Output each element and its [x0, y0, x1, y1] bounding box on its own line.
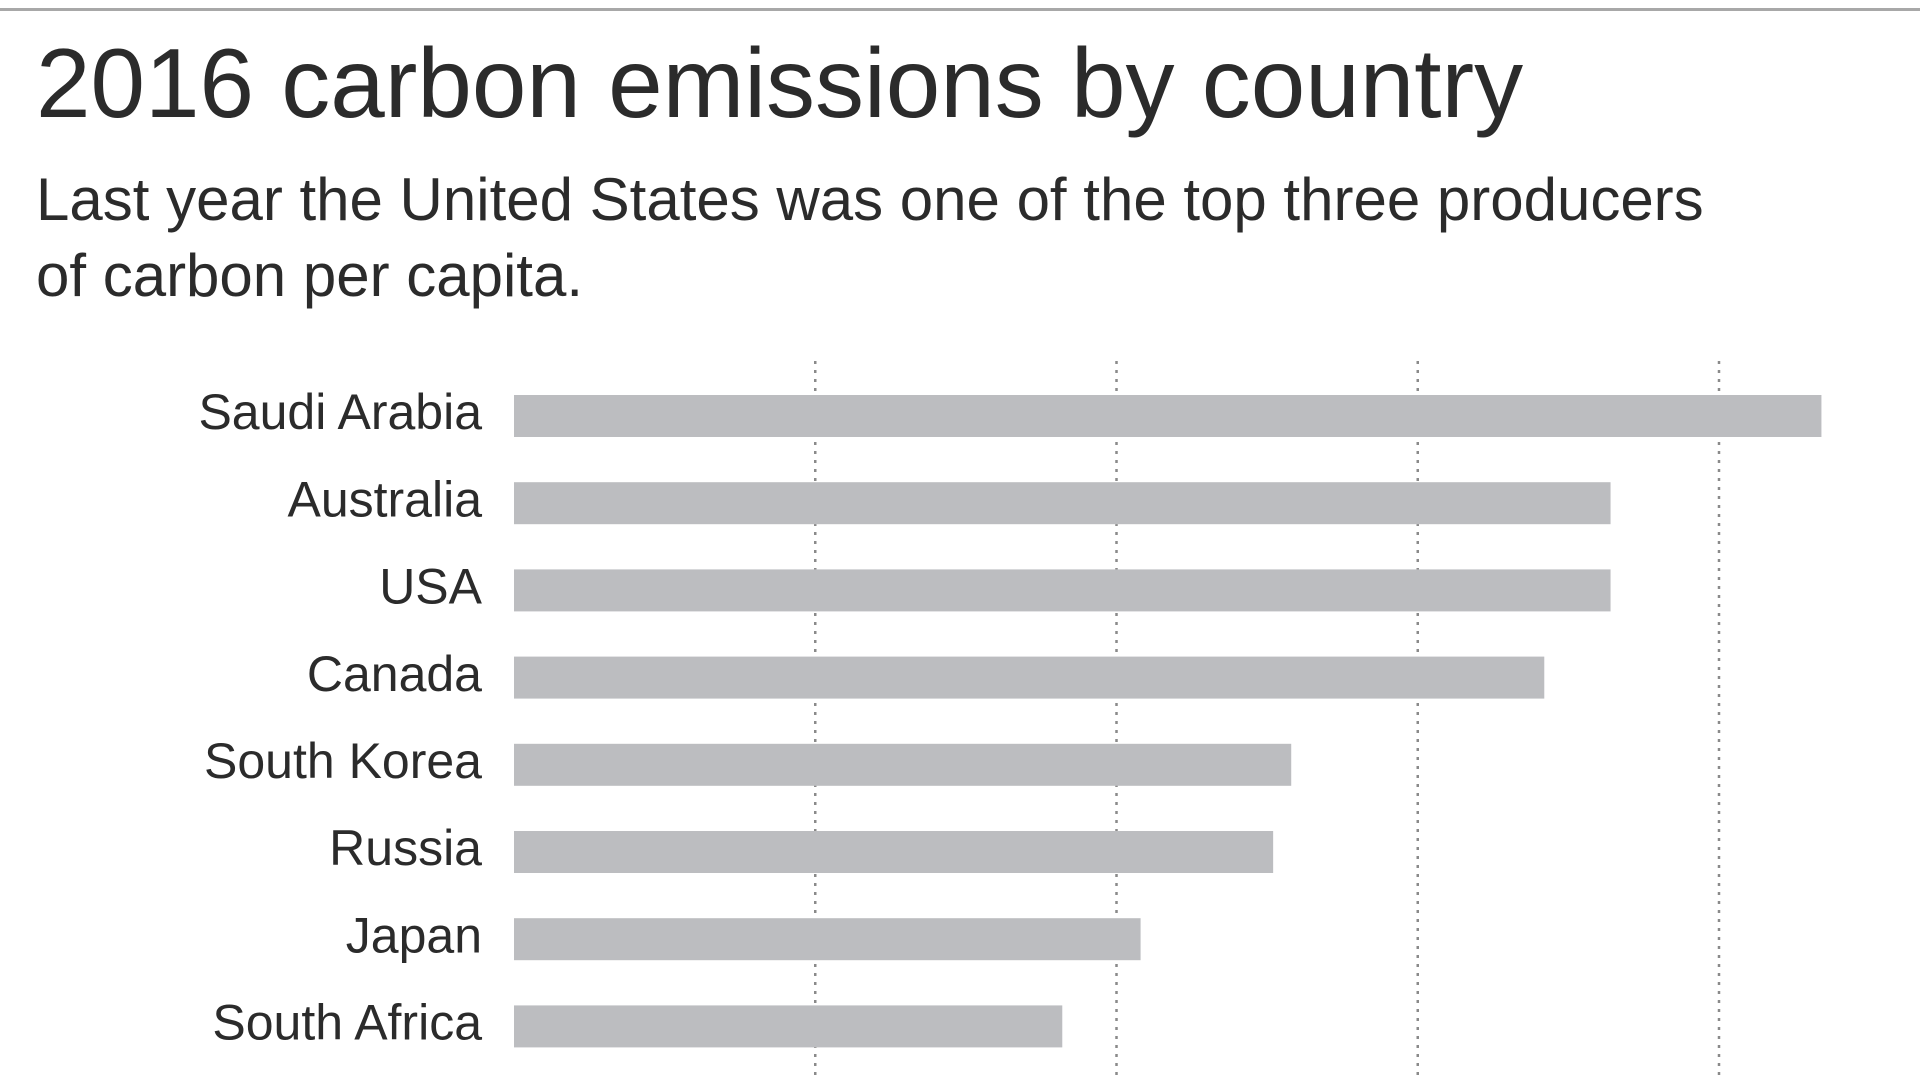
- category-label: Australia: [287, 471, 482, 527]
- bar: [514, 569, 1611, 612]
- category-label: Japan: [346, 907, 482, 963]
- top-rule: [0, 8, 1920, 11]
- category-label: Russia: [329, 820, 482, 876]
- bar: [514, 482, 1611, 525]
- chart-title: 2016 carbon emissions by country: [36, 28, 1524, 138]
- bar: [514, 656, 1545, 699]
- bar: [514, 1005, 1063, 1048]
- category-label: South Africa: [212, 995, 482, 1051]
- bar: [514, 831, 1274, 873]
- category-label: USA: [379, 559, 482, 615]
- category-label: Saudi Arabia: [198, 384, 482, 440]
- bar: [514, 743, 1292, 786]
- category-label: Canada: [307, 646, 482, 702]
- chart-subtitle: Last year the United States was one of t…: [36, 166, 1704, 309]
- bar: [514, 918, 1141, 961]
- bar: [514, 395, 1822, 437]
- category-label: South Korea: [204, 733, 482, 789]
